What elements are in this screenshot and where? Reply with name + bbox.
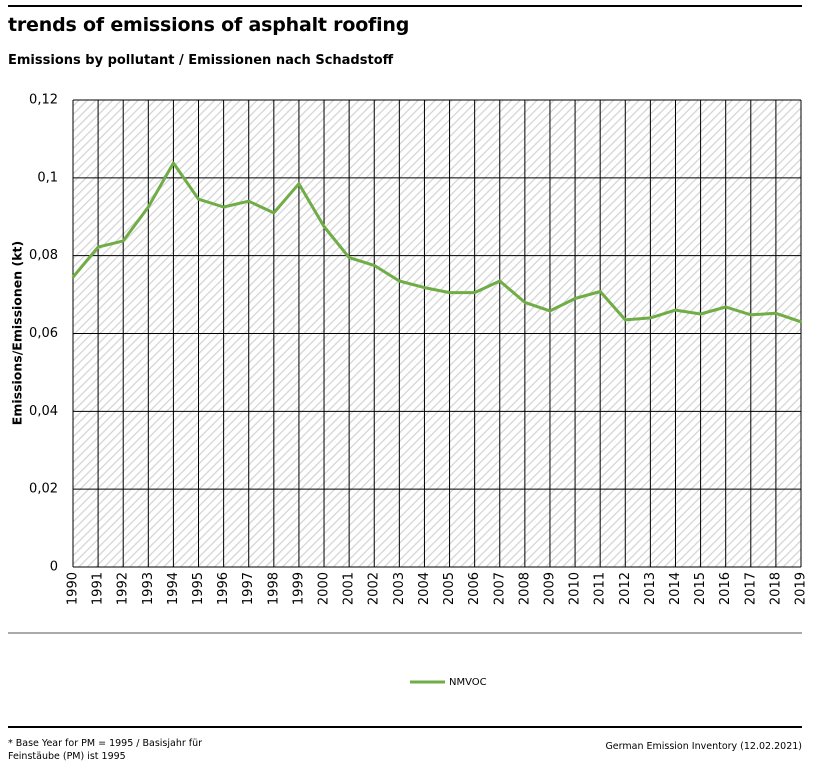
- chart-title: trends of emissions of asphalt roofing: [8, 14, 410, 36]
- x-tick-label: 2017: [743, 572, 758, 605]
- x-tick-label: 2015: [693, 572, 708, 605]
- x-tick-label: 2004: [417, 572, 432, 605]
- data-point: [573, 297, 577, 300]
- data-point: [172, 161, 175, 165]
- data-point: [498, 279, 501, 283]
- gridlines: [72, 99, 802, 568]
- data-point: [297, 182, 301, 185]
- x-tick-label: 2018: [768, 572, 783, 605]
- x-tick-label: 2001: [342, 572, 357, 605]
- data-point: [96, 245, 100, 249]
- y-tick-label: 0,06: [29, 326, 58, 341]
- x-tick-label: 2016: [718, 572, 733, 605]
- x-tick-label: 1993: [141, 572, 156, 605]
- data-point: [649, 316, 652, 320]
- y-tick-label: 0,04: [29, 404, 58, 419]
- data-point: [247, 199, 250, 203]
- footnote: * Base Year for PM = 1995 / Basisjahr fü…: [8, 738, 203, 762]
- x-tick-label: 2000: [317, 572, 332, 605]
- y-axis-label: Emissions/Emissionen (kt): [10, 241, 25, 425]
- y-tick-label: 0,12: [29, 93, 58, 108]
- data-point: [222, 205, 225, 209]
- data-point: [774, 312, 778, 315]
- x-tick-label: 2013: [643, 572, 658, 605]
- x-tick-label: 2005: [442, 572, 457, 605]
- data-point: [71, 275, 75, 279]
- y-tick-label: 0: [50, 560, 58, 575]
- data-point: [122, 239, 125, 243]
- data-point: [548, 309, 552, 313]
- x-axis-ticks: 1990 1991 1992 1993 1994 1995 1996 1997 1998 1999…: [66, 572, 809, 605]
- data-point: [749, 313, 752, 317]
- x-tick-label: 2019: [794, 572, 809, 605]
- x-tick-label: 2008: [517, 572, 532, 605]
- x-tick-label: 1990: [66, 572, 81, 605]
- data-point: [473, 291, 476, 294]
- x-tick-label: 2014: [668, 572, 683, 605]
- data-point: [398, 279, 401, 283]
- x-tick-label: 1996: [216, 572, 231, 605]
- x-tick-label: 1998: [266, 572, 281, 605]
- x-tick-label: 1991: [91, 572, 106, 605]
- legend-label: NMVOC: [449, 677, 487, 688]
- data-point: [674, 308, 677, 312]
- data-point: [624, 318, 627, 322]
- top-rule: [8, 5, 802, 7]
- data-point: [423, 286, 426, 289]
- x-tick-label: 2010: [568, 572, 583, 605]
- x-tick-label: 2003: [392, 572, 407, 605]
- legend: NMVOC: [410, 677, 487, 688]
- data-point: [699, 312, 702, 316]
- y-axis-ticks: 0 0,02 0,04 0,06 0,08 0,1 0,12: [29, 93, 58, 575]
- x-tick-label: 2009: [542, 572, 557, 605]
- x-tick-label: 1992: [116, 572, 131, 605]
- source-note: German Emission Inventory (12.02.2021): [605, 741, 802, 752]
- data-point: [373, 264, 376, 267]
- data-point: [448, 291, 451, 294]
- data-point: [322, 225, 326, 228]
- data-point: [598, 290, 602, 293]
- x-tick-label: 1994: [166, 572, 181, 605]
- y-tick-label: 0,08: [29, 248, 58, 263]
- y-tick-label: 0,02: [29, 482, 58, 497]
- y-tick-label: 0,1: [37, 170, 58, 185]
- x-tick-label: 2002: [367, 572, 382, 605]
- data-point: [197, 198, 200, 201]
- data-point: [799, 320, 803, 324]
- x-tick-label: 2011: [593, 572, 608, 605]
- data-point: [272, 211, 276, 215]
- data-point: [523, 301, 527, 304]
- data-point: [147, 205, 150, 209]
- data-point: [347, 256, 351, 259]
- series-line-nmvoc: [71, 161, 802, 324]
- x-tick-label: 1995: [191, 572, 206, 605]
- chart-subtitle: Emissions by pollutant / Emissionen nach…: [8, 53, 394, 68]
- x-tick-label: 2006: [467, 572, 482, 605]
- x-tick-label: 1997: [241, 572, 256, 605]
- data-point: [724, 305, 727, 309]
- x-tick-label: 2012: [618, 572, 633, 605]
- x-tick-label: 2007: [492, 572, 507, 605]
- x-tick-label: 1999: [291, 572, 306, 605]
- series-layer: [71, 161, 803, 324]
